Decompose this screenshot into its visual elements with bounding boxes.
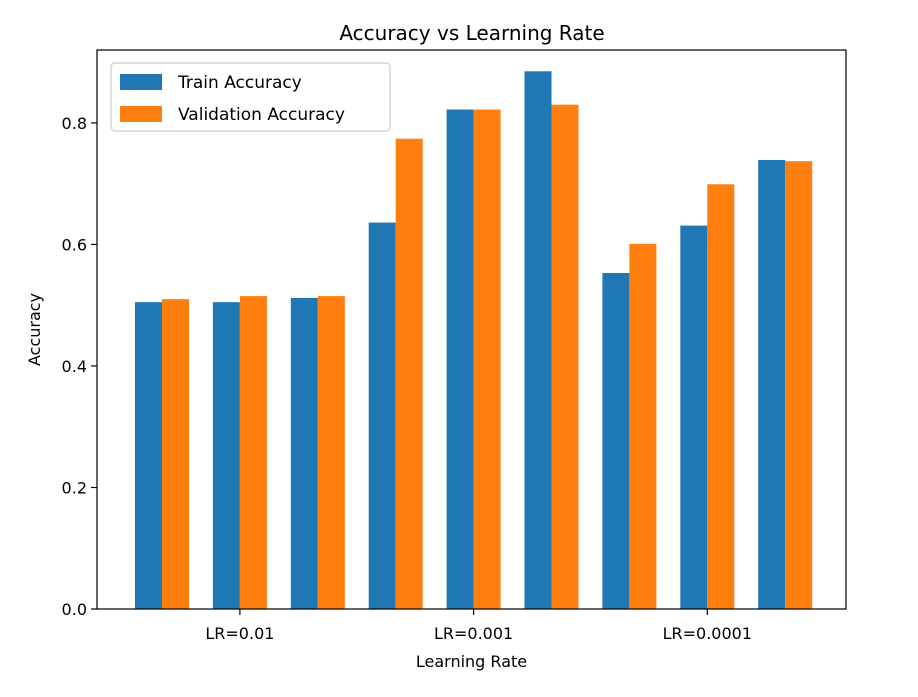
y-tick-label: 0.4 bbox=[62, 357, 87, 376]
x-tick-label: LR=0.0001 bbox=[663, 624, 752, 643]
bars-group bbox=[135, 71, 813, 610]
validation-accuracy-bar-1 bbox=[162, 299, 189, 609]
y-tick-label: 0.2 bbox=[62, 478, 87, 497]
validation-accuracy-bar-8 bbox=[707, 184, 735, 609]
train-accuracy-legend-label: Train Accuracy bbox=[177, 73, 302, 93]
x-tick-label: LR=0.01 bbox=[205, 624, 274, 643]
validation-accuracy-bar-2 bbox=[239, 296, 267, 609]
legend: Train Accuracy Validation Accuracy bbox=[110, 62, 391, 132]
train-accuracy-bar-4 bbox=[368, 222, 396, 610]
y-tick-label: 0.0 bbox=[62, 600, 87, 619]
validation-accuracy-bar-3 bbox=[317, 296, 345, 609]
chart-title: Accuracy vs Learning Rate bbox=[339, 21, 604, 45]
validation-accuracy-bar-4 bbox=[395, 138, 423, 609]
train-accuracy-bar-9 bbox=[758, 159, 786, 609]
validation-accuracy-bar-9 bbox=[785, 161, 813, 610]
validation-accuracy-legend-label: Validation Accuracy bbox=[178, 105, 345, 125]
x-axis-title: Learning Rate bbox=[416, 652, 527, 671]
y-axis-title: Accuracy bbox=[25, 293, 44, 366]
plot-frame bbox=[96, 49, 847, 610]
train-accuracy-bar-1 bbox=[135, 302, 162, 609]
validation-accuracy-bar-7 bbox=[629, 243, 657, 609]
legend-box bbox=[110, 62, 391, 132]
train-accuracy-bar-2 bbox=[212, 302, 240, 609]
y-tick-label: 0.8 bbox=[62, 114, 87, 133]
train-accuracy-bar-7 bbox=[602, 272, 630, 609]
validation-accuracy-bar-5 bbox=[473, 109, 501, 609]
axes-group: 0.0 0.2 0.4 0.6 0.8 LR=0.01 LR=0.001 LR=0.0001 bbox=[62, 114, 752, 643]
train-accuracy-bar-8 bbox=[680, 225, 708, 609]
validation-accuracy-legend-swatch bbox=[120, 106, 162, 122]
train-accuracy-bar-3 bbox=[290, 297, 318, 609]
train-accuracy-legend-swatch bbox=[120, 74, 162, 90]
y-tick-label: 0.6 bbox=[62, 235, 87, 254]
train-accuracy-bar-6 bbox=[524, 71, 552, 610]
train-accuracy-bar-5 bbox=[446, 109, 474, 609]
validation-accuracy-bar-6 bbox=[551, 104, 579, 609]
x-tick-label: LR=0.001 bbox=[434, 624, 513, 643]
